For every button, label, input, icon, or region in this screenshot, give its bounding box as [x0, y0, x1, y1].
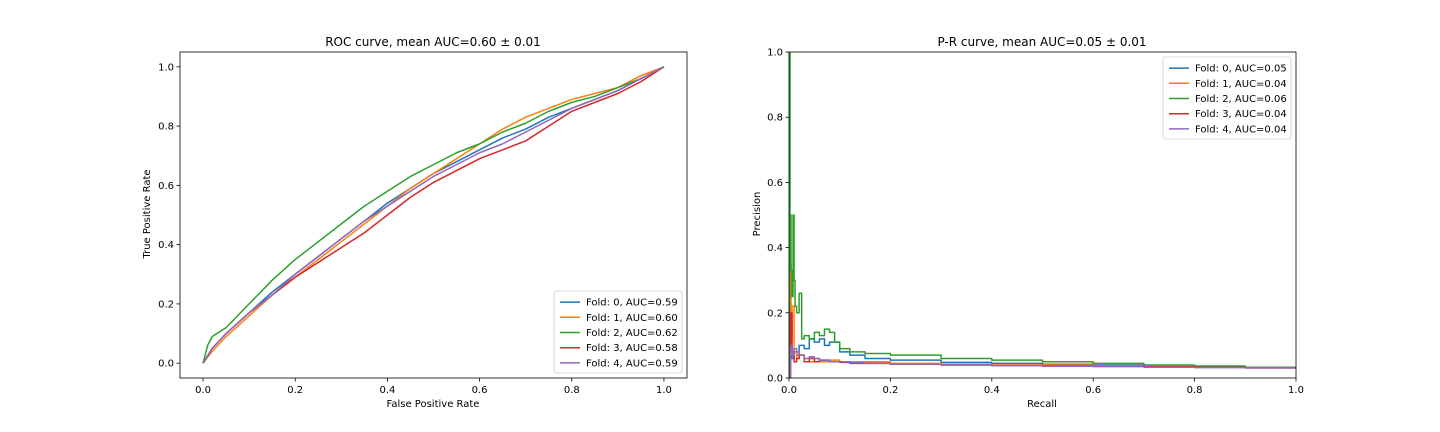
- pr-legend: Fold: 0, AUC=0.05 Fold: 1, AUC=0.04 Fold: …: [1162, 56, 1292, 140]
- pr-x-tick-label: 0.0: [781, 385, 797, 396]
- roc-series-line-fold-1: [202, 66, 665, 364]
- roc-y-tick-label: 0.6: [158, 181, 174, 192]
- roc-x-tick-label: 0.0: [195, 385, 211, 396]
- pr-x-axis-label: Recall: [1027, 399, 1057, 410]
- pr-y-tick-label: 0.8: [767, 113, 783, 124]
- roc-legend-entry: Fold: 1, AUC=0.60: [586, 313, 678, 324]
- pr-legend-entry: Fold: 3, AUC=0.04: [1195, 109, 1287, 120]
- pr-legend-entry: Fold: 0, AUC=0.05: [1195, 64, 1287, 75]
- pr-y-tick-label: 0.6: [767, 178, 783, 189]
- roc-x-axis-label: False Positive Rate: [387, 399, 480, 410]
- pr-plot-frame: [788, 51, 1297, 379]
- roc-legend-entry: Fold: 2, AUC=0.62: [586, 328, 678, 339]
- roc-x-tick-label: 0.8: [564, 385, 580, 396]
- roc-y-tick-label: 0.4: [158, 240, 174, 251]
- pr-x-tick-label: 0.2: [882, 385, 898, 396]
- roc-y-axis-label: True Positive Rate: [142, 169, 153, 259]
- pr-series-line-fold-2: [789, 52, 1296, 378]
- pr-y-tick-label: 0.2: [767, 308, 783, 319]
- roc-y-tick-label: 0.2: [158, 299, 174, 310]
- pr-y-tick-label: 1.0: [767, 48, 783, 59]
- roc-chart-title: ROC curve, mean AUC=0.60 ± 0.01: [325, 35, 541, 49]
- roc-series-line-fold-2: [202, 66, 665, 364]
- pr-y-axis-label: Precision: [752, 192, 763, 237]
- roc-y-tick-label: 0.0: [158, 359, 174, 370]
- roc-series-group: [202, 66, 665, 364]
- pr-chart: P-R curve, mean AUC=0.05 ± 0.01 Recall P…: [752, 35, 1304, 410]
- pr-chart-title: P-R curve, mean AUC=0.05 ± 0.01: [937, 35, 1146, 49]
- pr-series-line-fold-0: [789, 338, 1296, 378]
- roc-legend-entry: Fold: 0, AUC=0.59: [586, 298, 678, 309]
- roc-x-tick-label: 0.6: [472, 385, 488, 396]
- roc-chart: ROC curve, mean AUC=0.60 ± 0.01 False Po…: [142, 35, 688, 410]
- roc-legend-entry: Fold: 4, AUC=0.59: [586, 358, 678, 369]
- roc-series-line-fold-4: [202, 66, 665, 364]
- roc-legend-entry: Fold: 3, AUC=0.58: [586, 343, 678, 354]
- roc-y-tick-label: 1.0: [158, 62, 174, 73]
- roc-x-tick-label: 0.4: [379, 385, 395, 396]
- pr-legend-entry: Fold: 1, AUC=0.04: [1195, 79, 1287, 90]
- roc-plot-frame: [179, 51, 688, 379]
- pr-series-group: [789, 52, 1296, 378]
- pr-legend-entry: Fold: 4, AUC=0.04: [1195, 124, 1287, 135]
- pr-y-tick-label: 0.0: [767, 374, 783, 385]
- roc-x-tick-label: 1.0: [656, 385, 672, 396]
- pr-legend-box: [1162, 56, 1292, 140]
- roc-legend-box: [553, 290, 683, 374]
- pr-x-tick-label: 0.8: [1187, 385, 1203, 396]
- pr-x-tick-label: 0.6: [1085, 385, 1101, 396]
- pr-legend-entry: Fold: 2, AUC=0.06: [1195, 94, 1287, 105]
- roc-legend: Fold: 0, AUC=0.59 Fold: 1, AUC=0.60 Fold: …: [553, 290, 683, 374]
- pr-series-line-fold-4: [789, 344, 1296, 378]
- pr-y-tick-label: 0.4: [767, 243, 783, 254]
- pr-x-tick-label: 0.4: [984, 385, 1000, 396]
- roc-y-tick-label: 0.8: [158, 122, 174, 133]
- roc-x-tick-label: 0.2: [287, 385, 303, 396]
- pr-x-tick-label: 1.0: [1288, 385, 1304, 396]
